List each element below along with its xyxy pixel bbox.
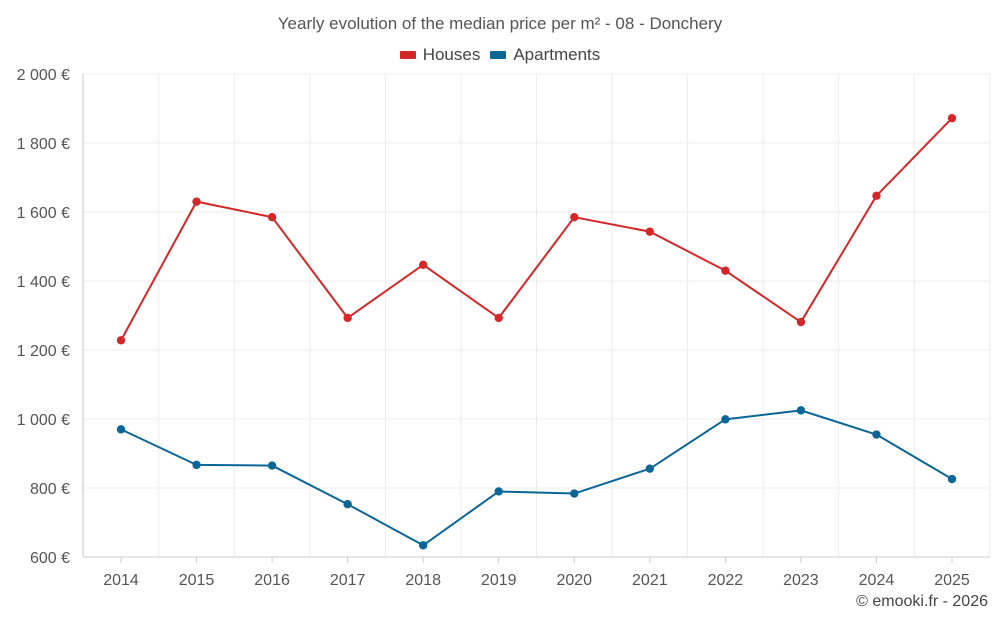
data-point-houses	[494, 313, 503, 323]
chart-title: Yearly evolution of the median price per…	[277, 14, 723, 33]
legend-swatch-houses	[399, 51, 416, 59]
data-point-apartments	[494, 487, 503, 496]
legend-swatch-apartments	[490, 51, 507, 59]
x-tick-label: 2015	[179, 572, 215, 589]
x-tick-label: 2020	[556, 572, 592, 589]
legend-item-houses[interactable]: Houses	[399, 45, 481, 65]
data-point-houses	[418, 260, 428, 269]
y-tick-label: 1 800 €	[17, 136, 70, 153]
data-point-apartments	[418, 541, 428, 550]
data-point-houses	[116, 336, 126, 345]
series-houses	[116, 113, 957, 345]
series-apartments	[116, 406, 957, 550]
series	[116, 113, 957, 550]
data-point-apartments	[796, 406, 806, 415]
data-point-apartments	[570, 489, 579, 498]
data-point-houses	[721, 266, 730, 275]
y-tick-label: 600 €	[30, 550, 70, 567]
x-tick-label: 2022	[708, 572, 744, 589]
legend: Houses Apartments	[0, 45, 1000, 65]
grid	[82, 73, 991, 557]
x-tick-label: 2016	[254, 572, 290, 589]
data-point-apartments	[947, 474, 957, 484]
series-line-houses	[120, 117, 953, 341]
legend-label-apartments: Apartments	[513, 45, 601, 64]
data-point-houses	[796, 317, 806, 327]
data-point-apartments	[645, 464, 655, 473]
x-tick-label: 2019	[481, 572, 517, 589]
x-tick-label: 2014	[103, 572, 139, 589]
data-point-houses	[192, 197, 201, 206]
legend-item-apartments[interactable]: Apartments	[490, 45, 600, 65]
y-tick-label: 2 000 €	[17, 67, 70, 84]
data-point-houses	[570, 212, 579, 222]
data-point-houses	[872, 191, 881, 200]
x-tick-label: 2024	[859, 572, 895, 589]
x-tick-label: 2025	[934, 572, 970, 589]
x-tick-label: 2017	[330, 572, 366, 589]
x-tick-label: 2023	[783, 572, 819, 589]
data-point-apartments	[267, 461, 277, 470]
series-line-apartments	[120, 409, 953, 547]
data-point-apartments	[872, 430, 881, 439]
axes: 600 € 800 € 1 000 € 1 200 € 1 400 € 1 600 € 1 …	[17, 67, 990, 589]
x-tick-label: 2018	[405, 572, 441, 589]
credit-text: © emooki.fr - 2026	[856, 593, 988, 610]
data-point-houses	[947, 113, 957, 123]
y-tick-label: 1 600 €	[17, 205, 70, 222]
legend-label-houses: Houses	[422, 45, 481, 64]
y-tick-label: 800 €	[30, 481, 70, 498]
data-point-houses	[267, 212, 277, 222]
data-point-apartments	[116, 425, 126, 434]
data-point-houses	[645, 227, 655, 236]
data-point-apartments	[192, 460, 201, 470]
data-point-apartments	[721, 415, 730, 424]
y-tick-label: 1 400 €	[17, 274, 70, 291]
x-tick-label: 2021	[632, 572, 668, 589]
data-point-houses	[343, 313, 352, 323]
data-point-apartments	[343, 500, 352, 509]
y-tick-label: 1 200 €	[17, 343, 70, 360]
y-tick-label: 1 000 €	[17, 412, 70, 429]
